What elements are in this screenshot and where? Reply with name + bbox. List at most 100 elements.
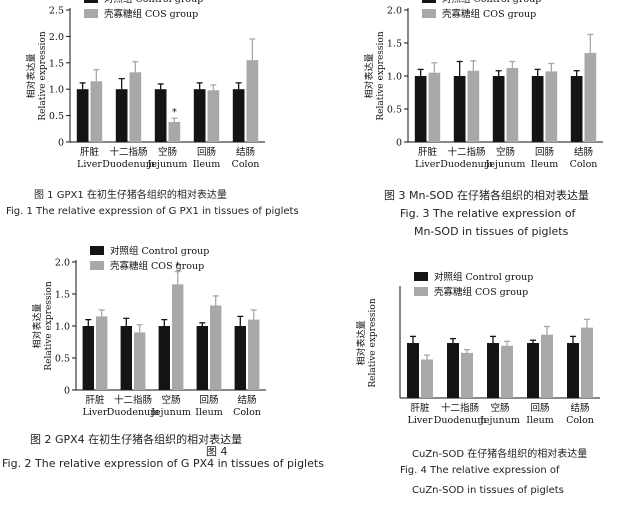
chart-fig3: 0 0.5 1.0 1.5 2.0 相对表达量 Relative expression 肝脏L… [363, 0, 603, 170]
bar-control [232, 89, 245, 142]
bar-cos [129, 72, 142, 142]
bar-cos [506, 68, 519, 142]
bar-cos [210, 305, 222, 390]
y-tick-label: 1.5 [55, 290, 70, 301]
legend-swatch-control [84, 0, 98, 3]
bar-control [76, 89, 89, 142]
bar-control [570, 76, 583, 142]
legend-label-control: 对照组 Control group [442, 0, 541, 5]
fig2-caption-cn: 图 2 GPX4 在初生仔猪各组织的相对表达量 [30, 433, 243, 446]
y-tick-label: 0 [64, 386, 70, 397]
x-tick-label-cn: 回肠 [530, 403, 549, 414]
bar-cos [421, 359, 433, 398]
y-axis-label-cn: 相对表达量 [355, 320, 367, 365]
bar-cos [428, 72, 441, 142]
bar-cos [581, 327, 593, 398]
x-tick-label-en: Jejunum [485, 159, 526, 170]
x-tick-label-en: Liver [83, 407, 108, 418]
y-tick-label: 0 [58, 138, 64, 149]
bar-control [82, 326, 94, 390]
x-tick-label-cn: 结肠 [570, 402, 589, 414]
fig1-caption-en: Fig. 1 The relative expression of G PX1 … [6, 206, 299, 217]
bar-cos [172, 284, 184, 390]
x-tick-label-cn: 肝脏 [85, 394, 105, 406]
x-tick-label-cn: 回肠 [197, 147, 216, 158]
x-tick-label-cn: 十二指肠 [441, 402, 479, 414]
y-tick-label: 2.0 [49, 32, 64, 43]
bar-cos [541, 334, 553, 398]
bar-cos [134, 332, 146, 390]
fig1-caption-cn: 图 1 GPX1 在初生仔猪各组织的相对表达量 [34, 190, 227, 201]
bar-cos [90, 81, 103, 142]
y-axis-label-cn: 相对表达量 [363, 53, 375, 98]
legend-label-control: 对照组 Control group [434, 271, 533, 283]
x-tick-label-en: Colon [232, 159, 260, 170]
bar-cos [246, 60, 259, 142]
legend-swatch-cos [90, 261, 104, 270]
y-tick-label: 1.5 [387, 39, 402, 50]
y-axis-label-en: Relative expression [376, 31, 386, 120]
x-tick-label-en: Liver [415, 159, 440, 170]
x-tick-label-en: Jejunum [150, 407, 191, 418]
bar-control [414, 76, 427, 142]
figure-2: 0 0.5 1.0 1.5 2.0 相对表达量 Relative expression * 肝脏… [0, 240, 300, 430]
bar-control [407, 343, 419, 398]
bar-cos [168, 121, 181, 142]
figure-4: 相对表达量 Relative expression 肝脏 Liver 十二指肠 Duode… [330, 250, 625, 435]
bar-cos [501, 345, 513, 398]
y-tick-label: 0.5 [49, 111, 64, 122]
y-tick-label: 2.0 [387, 6, 402, 17]
bar-control [487, 343, 499, 398]
y-tick-label: 2.5 [49, 6, 64, 17]
legend-label-control: 对照组 Control group [104, 0, 203, 5]
x-tick-label-en: Duodenum [107, 407, 159, 418]
x-tick-label-cn: 空肠 [158, 146, 177, 158]
legend-swatch-control [422, 0, 436, 3]
bar-cos [96, 316, 108, 390]
x-tick-label-cn: 空肠 [496, 146, 515, 158]
x-tick-label-en: Colon [570, 159, 598, 170]
x-tick-label-en: Liver [77, 159, 102, 170]
bar-control [115, 89, 128, 142]
bar-control [193, 89, 206, 142]
bar-cos [545, 71, 558, 142]
bar-cos [248, 319, 260, 390]
x-tick-label-en: Duodenum [434, 415, 486, 426]
bar-control [567, 343, 579, 398]
y-axis-label-cn: 相对表达量 [31, 303, 43, 348]
x-tick-label-cn: 空肠 [161, 394, 180, 406]
x-tick-label-en: Ileum [193, 159, 221, 170]
chart-fig1: 0 0.5 1.0 1.5 2.0 2.5 相对表达量 Relative expression… [25, 0, 265, 170]
legend-label-cos: 壳寡糖组 COS group [442, 8, 536, 20]
y-tick-label: 1.0 [49, 85, 64, 96]
x-tick-label-en: Colon [566, 415, 594, 426]
legend-swatch-cos [422, 9, 436, 18]
y-axis-label-en: Relative expression [44, 281, 54, 370]
x-tick-label-cn: 回肠 [199, 395, 218, 406]
chart-fig2: 0 0.5 1.0 1.5 2.0 相对表达量 Relative expression * 肝脏… [31, 245, 266, 418]
x-tick-label-cn: 十二指肠 [109, 146, 147, 158]
bar-control [531, 76, 544, 142]
fig4-caption-cn: CuZn-SOD 在仔猪各组织的相对表达量 [412, 449, 588, 460]
figure-3: 0 0.5 1.0 1.5 2.0 相对表达量 Relative expression 肝脏 L… [330, 0, 625, 185]
y-axis-label-cn: 相对表达量 [25, 53, 37, 98]
bar-cos [584, 52, 597, 142]
figure-1: 0 0.5 1.0 1.5 2.0 2.5 相对表达量 Relative expression… [0, 0, 300, 185]
x-tick-label-en: Ileum [526, 415, 554, 426]
legend-swatch-control [414, 272, 428, 281]
fig3-caption-en1: Fig. 3 The relative expression of [400, 207, 576, 220]
x-tick-label-cn: 肝脏 [80, 146, 100, 158]
y-tick-label: 2.0 [55, 258, 70, 269]
bar-control [196, 326, 208, 390]
bar-control [492, 76, 505, 142]
bar-control [120, 326, 132, 390]
legend-label-cos: 壳寡糖组 COS group [434, 286, 528, 298]
bar-control [234, 326, 246, 390]
x-tick-label-en: Duodenum [440, 159, 492, 170]
x-tick-label-en: Jejunum [147, 159, 188, 170]
x-tick-label-en: Liver [408, 415, 433, 426]
bar-cos [461, 352, 473, 398]
x-tick-label-cn: 回肠 [535, 147, 554, 158]
fig3-caption-en2: Mn-SOD in tissues of piglets [414, 225, 569, 238]
